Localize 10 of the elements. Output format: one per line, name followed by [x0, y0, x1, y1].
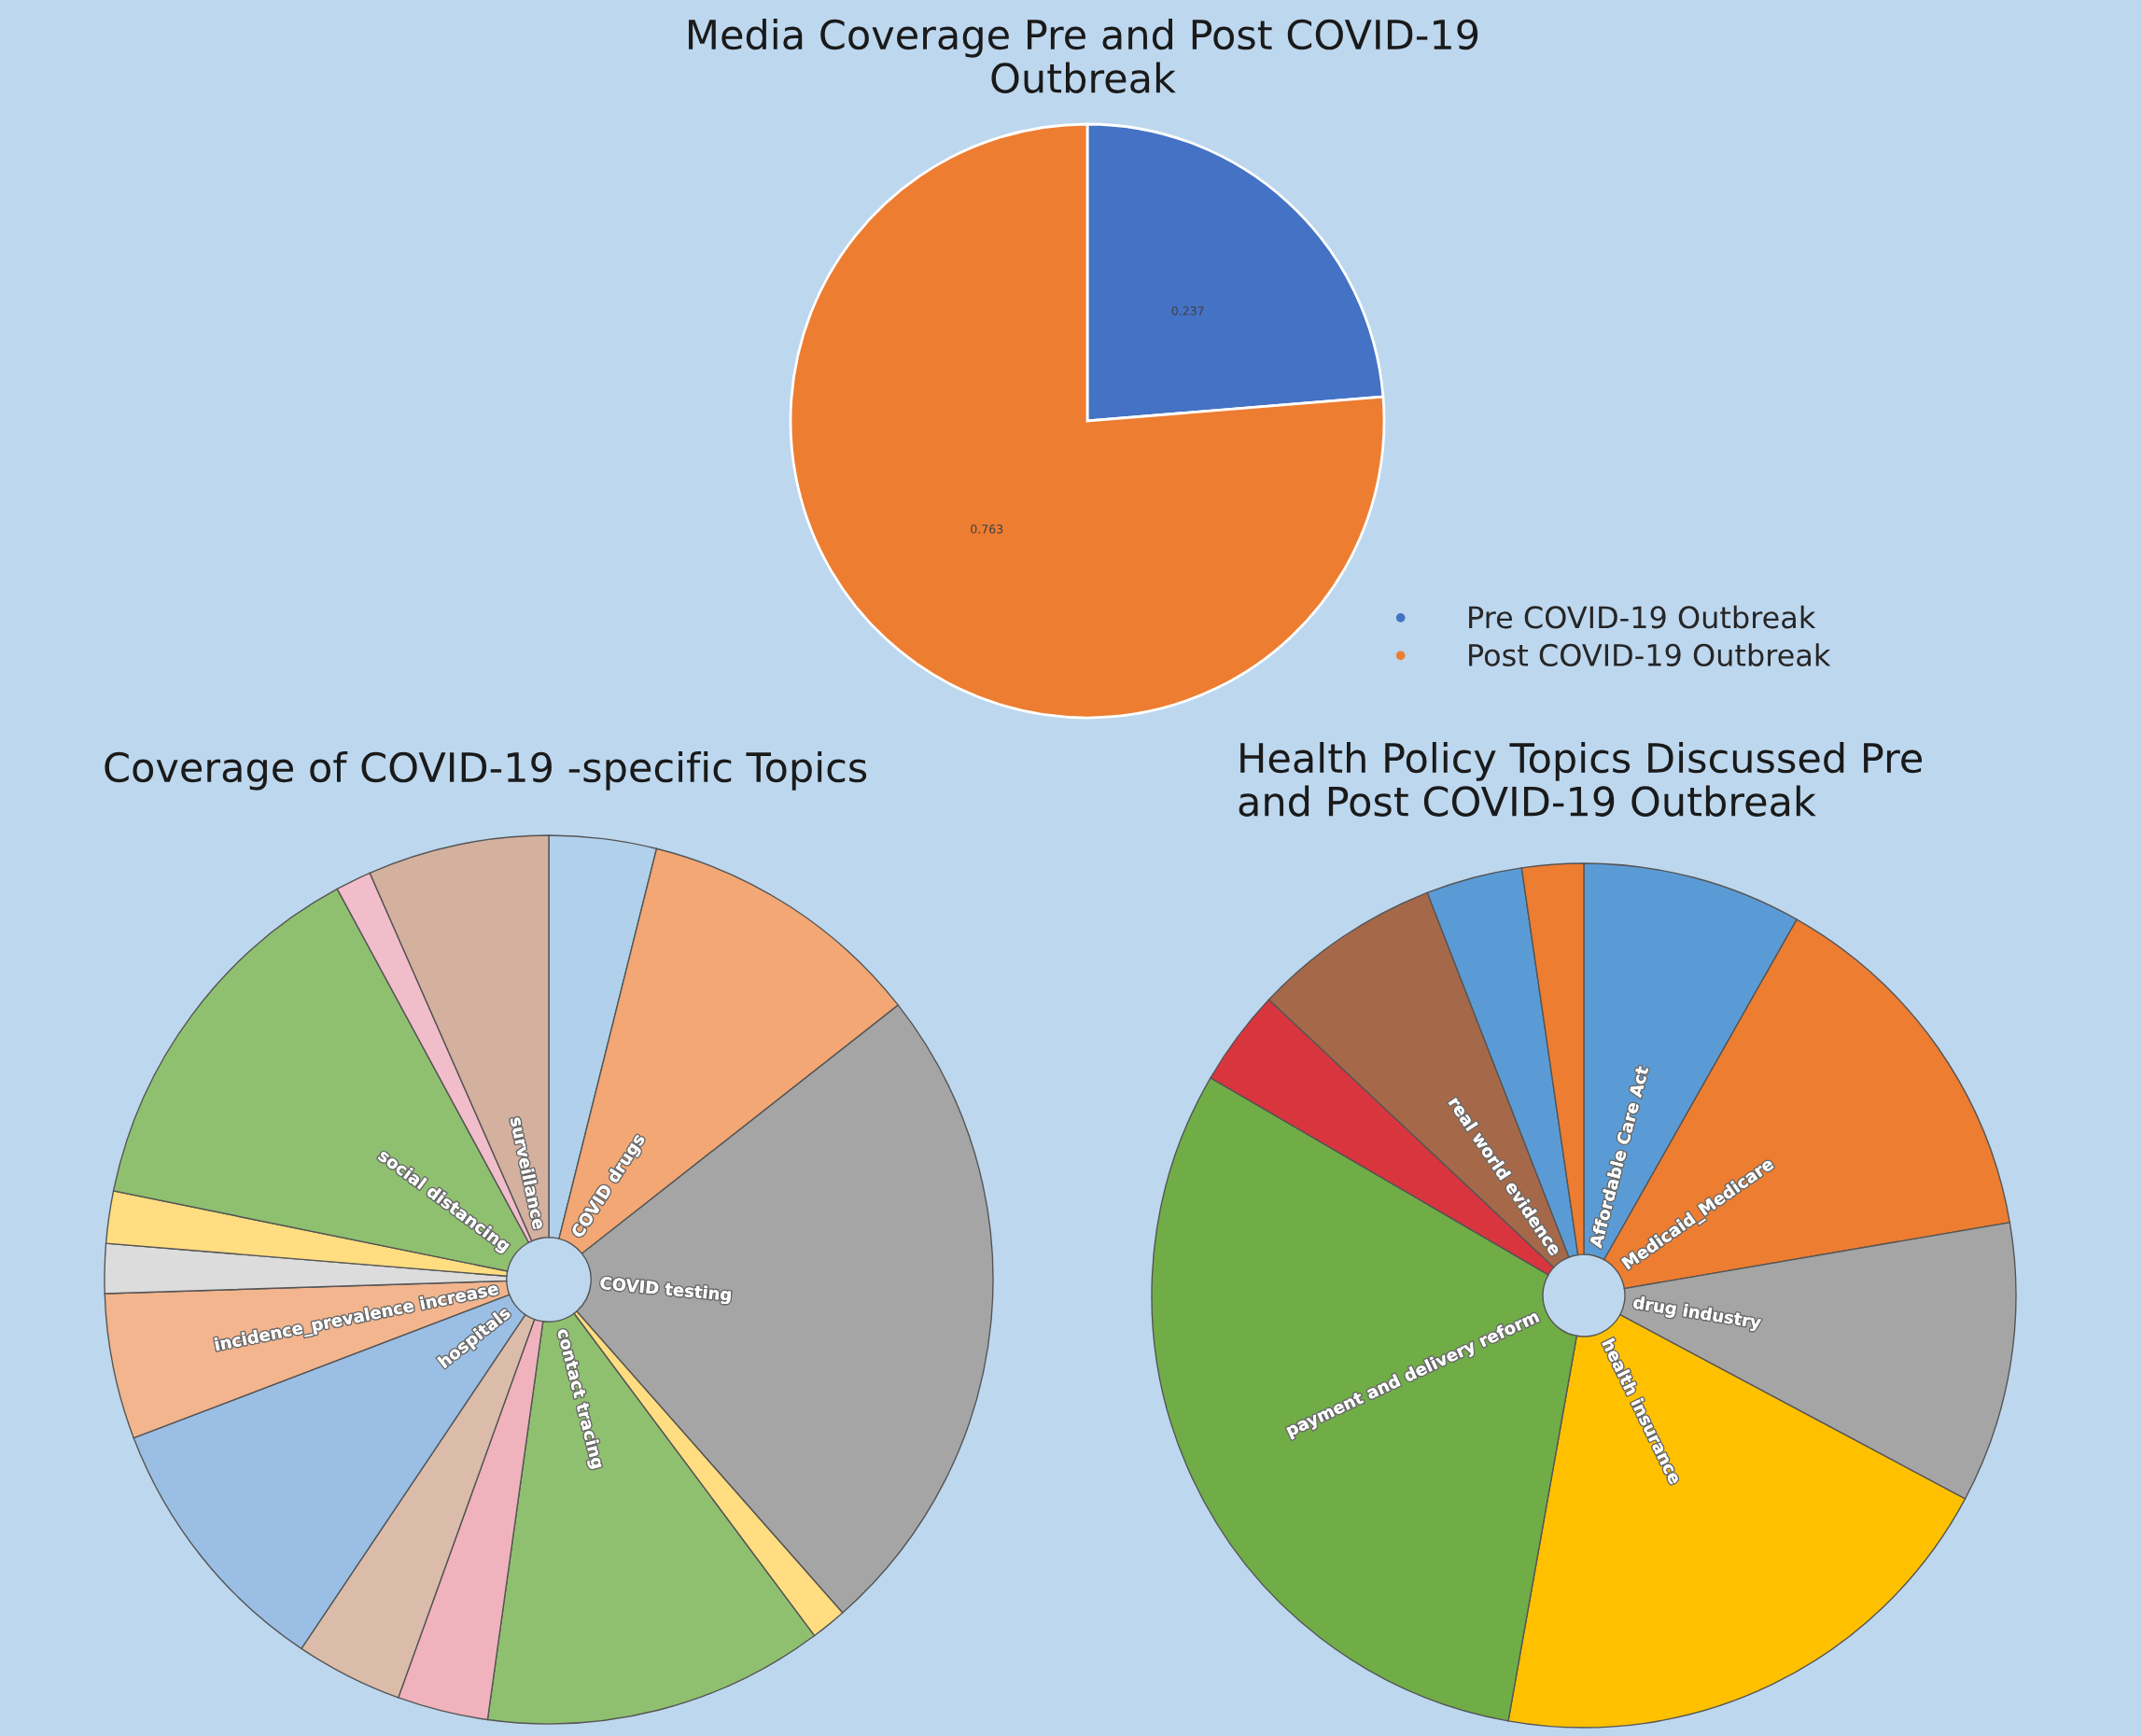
legend-label: Pre COVID-19 Outbreak [1469, 605, 1816, 629]
chart-title: Health Policy Topics Discussed Pre and Post COVID-19 Outbreak [1239, 742, 1922, 817]
legend-label: Post COVID-19 Outbreak [1469, 643, 1831, 666]
chart-title: Media Coverage Pre and Post COVID-19 Outbreak [689, 19, 1478, 93]
slice-label: contact tracing [553, 1327, 606, 1470]
slice-label: COVID testing [599, 1276, 732, 1305]
data-label: 0.763 [971, 525, 1003, 534]
slice-label: drug industry [1631, 1295, 1762, 1333]
data-label: 0.237 [1171, 306, 1204, 315]
chart-title: Coverage of COVID-19 -specific Topics [105, 751, 867, 791]
